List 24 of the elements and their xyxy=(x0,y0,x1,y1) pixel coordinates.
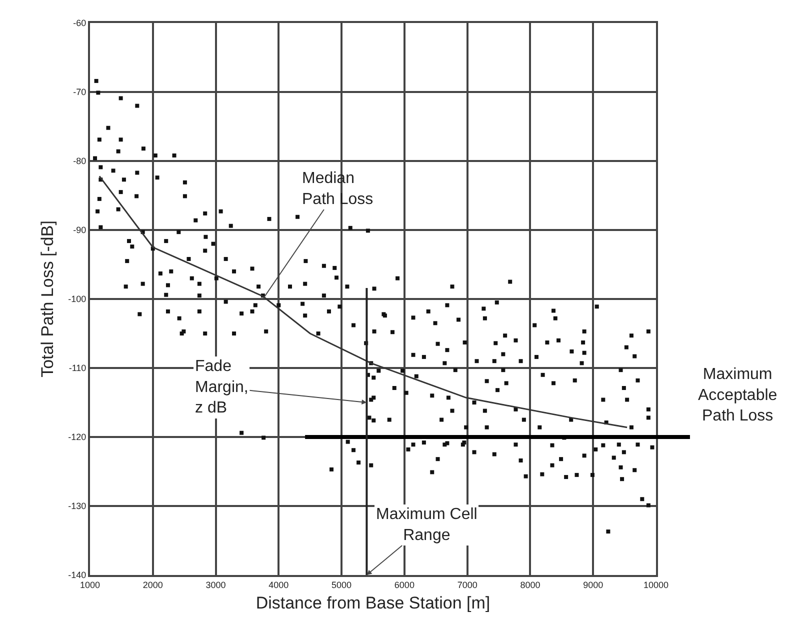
y-tick-label: -110 xyxy=(68,363,86,374)
y-tick-label: -70 xyxy=(73,87,86,98)
ref-line-label: Maximum Acceptable Path Loss xyxy=(698,366,778,425)
x-axis-title: Distance from Base Station [m] xyxy=(256,594,490,613)
annotation: Fade Margin, z dB xyxy=(195,358,248,417)
x-tick-label: 10000 xyxy=(643,580,669,590)
y-tick-label: -60 xyxy=(73,18,86,28)
y-tick-label: -120 xyxy=(68,432,86,442)
y-axis-title: Total Path Loss [-dB] xyxy=(38,220,58,378)
y-tick-label: -90 xyxy=(73,225,86,236)
x-tick-label: 5000 xyxy=(332,580,352,590)
y-tick-label: -140 xyxy=(68,570,86,580)
x-tick-label: 2000 xyxy=(142,580,163,590)
x-tick-label: 3000 xyxy=(206,580,226,590)
x-tick-label: 4000 xyxy=(268,580,289,590)
x-tick-label: 9000 xyxy=(583,580,604,590)
y-tick-label: -80 xyxy=(73,156,86,166)
x-tick-label: 8000 xyxy=(520,580,540,590)
x-tick-label: 1000 xyxy=(80,580,100,590)
ref-line-label: Maximum Cell Range xyxy=(376,506,478,544)
x-tick-label: 7000 xyxy=(457,580,478,590)
y-tick-label: -100 xyxy=(68,294,86,304)
y-tick-label: -130 xyxy=(68,501,86,512)
x-tick-label: 6000 xyxy=(394,580,414,590)
